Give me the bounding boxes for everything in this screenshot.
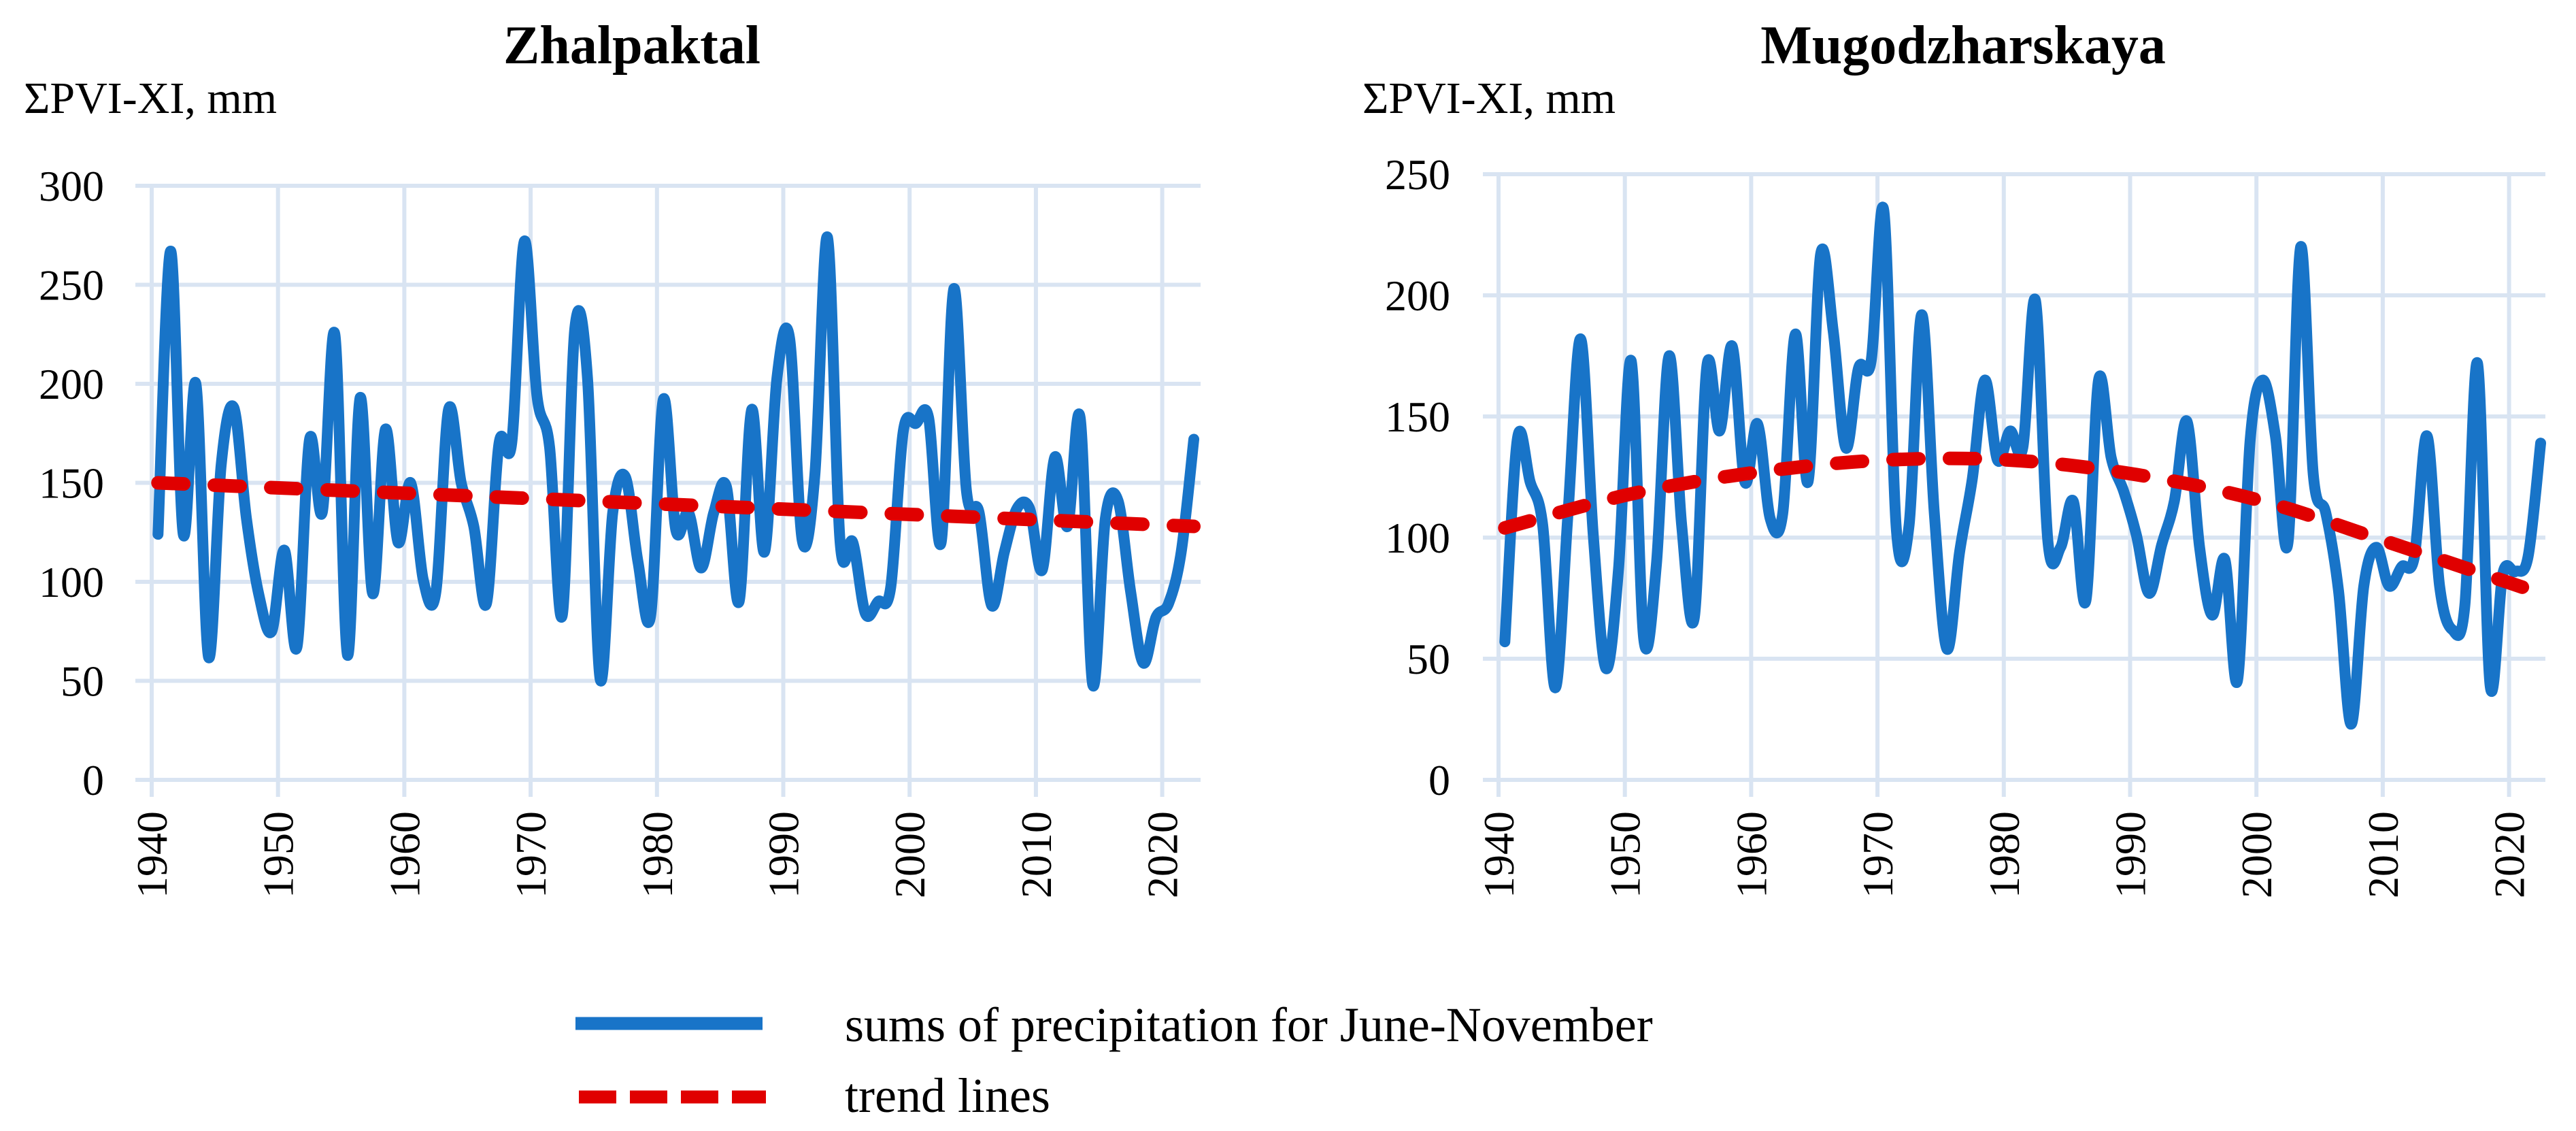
x-tick-label: 2010 [1012,811,1060,898]
y-tick-label: 50 [1407,635,1450,683]
trend-line [1498,451,2548,600]
legend: sums of precipitation for June-November … [575,998,1653,1123]
y-tick-label: 50 [61,657,104,706]
x-tick-label: 1960 [1727,811,1775,898]
y-tick-label: 0 [1428,756,1450,804]
x-tick-label: 2000 [886,811,934,898]
x-tick-label: 1970 [507,811,555,898]
x-tick-label: 1940 [128,811,176,898]
chart-title: Zhalpaktal [503,16,760,76]
y-tick-label: 250 [1385,150,1450,199]
y-axis-label: ΣPVI-XI, mm [1362,73,1616,123]
y-tick-label: 0 [82,756,104,804]
y-tick-label: 200 [1385,272,1450,320]
x-tick-label: 1960 [380,811,429,898]
x-tick-label: 1990 [760,811,808,898]
series-marks [151,231,1201,692]
y-axis-label: ΣPVI-XI, mm [24,73,277,123]
trend-line [151,476,1201,534]
x-tick-label: 1950 [1601,811,1650,898]
x-tick-label: 1990 [2107,811,2155,898]
chart-mugodzharskaya: Mugodzharskaya ΣPVI-XI, mm 0 50 100 150 200 2… [1362,16,2548,898]
x-tick-label: 2020 [1139,811,1187,898]
legend-label-precipitation: sums of precipitation for June-November [845,998,1653,1052]
x-tick-labels: 1940 1950 1960 1970 1980 1990 2000 2010 2020 [128,811,1187,898]
y-tick-label: 100 [39,558,104,606]
series-marks [1498,201,2548,730]
x-tick-labels: 1940 1950 1960 1970 1980 1990 2000 2010 2020 [1475,811,2534,898]
y-tick-label: 200 [39,360,104,408]
y-tick-label: 150 [1385,393,1450,441]
x-tick-label: 2020 [2486,811,2534,898]
y-tick-label: 250 [39,261,104,310]
precipitation-line [1499,201,2547,730]
chart-title: Mugodzharskaya [1760,16,2166,76]
y-tick-label: 150 [39,459,104,508]
y-tick-label: 100 [1385,514,1450,562]
x-tick-label: 2010 [2359,811,2407,898]
y-tick-labels: 0 50 100 150 200 250 [1385,150,1450,804]
y-tick-label: 300 [39,162,104,210]
x-tick-label: 1950 [254,811,303,898]
precipitation-line [152,231,1200,692]
y-tick-labels: 0 50 100 150 200 250 300 [39,162,104,804]
x-tick-label: 1980 [1980,811,2028,898]
legend-label-trend: trend lines [845,1068,1050,1123]
x-tick-label: 1970 [1854,811,1902,898]
x-tick-label: 1980 [633,811,682,898]
x-tick-label: 1940 [1475,811,1523,898]
chart-zhalpaktal: Zhalpaktal ΣPVI-XI, mm 0 50 100 150 200 250 30… [24,16,1201,898]
x-tick-label: 2000 [2232,811,2281,898]
